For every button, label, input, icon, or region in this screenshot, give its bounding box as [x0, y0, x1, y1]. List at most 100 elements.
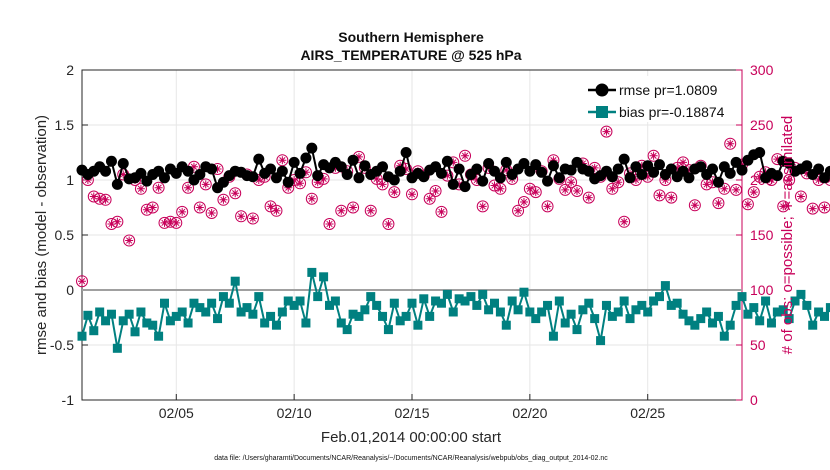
obs-assimilated-point — [584, 193, 593, 202]
rmse-point — [518, 158, 530, 169]
bias-point — [154, 331, 164, 341]
obs-assimilated-point — [661, 176, 670, 184]
bias-point — [378, 311, 388, 321]
y-tick-label: 2 — [66, 62, 74, 78]
obs-possible-point — [347, 201, 360, 214]
obs-assimilated-point — [514, 206, 523, 215]
bias-point — [319, 272, 329, 282]
bias-point — [519, 287, 529, 297]
bias-point — [690, 320, 700, 330]
bias-point — [224, 298, 234, 308]
rmse-point — [288, 156, 300, 168]
obs-assimilated-point — [749, 188, 758, 197]
obs-possible-point — [741, 198, 754, 211]
rmse-point — [754, 147, 766, 158]
obs-assimilated-point — [461, 151, 470, 160]
plot-marks — [76, 125, 830, 353]
obs-possible-point — [647, 149, 660, 162]
obs-assimilated-point — [107, 220, 116, 228]
bias-point — [607, 311, 617, 321]
bias-point — [195, 303, 205, 313]
rmse-point — [294, 167, 306, 179]
bias-point — [177, 307, 187, 317]
bias-point — [531, 314, 541, 324]
obs-assimilated-point — [172, 218, 181, 227]
obs-assimilated-point — [349, 203, 358, 212]
obs-possible-point — [730, 183, 743, 196]
x-tick-label: 02/05 — [159, 405, 194, 421]
rmse-point — [536, 166, 548, 178]
obs-assimilated-point — [449, 158, 458, 167]
obs-possible-point — [376, 178, 389, 191]
rmse-point — [447, 178, 459, 190]
bias-point — [425, 311, 435, 321]
rmse-point — [312, 170, 324, 182]
obs-assimilated-point — [301, 168, 310, 177]
bias-point — [395, 316, 405, 326]
obs-assimilated-point — [331, 163, 340, 172]
obs-assimilated-point — [567, 178, 576, 187]
bias-point — [613, 307, 623, 317]
obs-assimilated-point — [125, 236, 134, 245]
obs-possible-point — [382, 218, 395, 230]
bias-point — [495, 307, 505, 317]
bias-point — [218, 292, 228, 302]
obs-assimilated-point — [319, 174, 328, 183]
bias-point — [784, 314, 794, 324]
obs-assimilated-point — [366, 206, 375, 215]
rmse-point — [783, 158, 795, 169]
bias-point — [325, 300, 334, 310]
obs-assimilated-point — [248, 214, 257, 223]
bias-point — [160, 298, 169, 308]
obs-possible-point — [517, 196, 530, 208]
bias-point — [372, 300, 382, 310]
rmse-point — [630, 161, 642, 173]
obs-assimilated-point — [154, 183, 163, 192]
obs-assimilated-point — [679, 158, 688, 167]
obs-possible-point — [459, 149, 472, 162]
bias-point — [696, 314, 706, 324]
obs-possible-point — [205, 207, 218, 219]
obs-possible-point — [777, 200, 790, 213]
obs-possible-point — [571, 185, 583, 197]
obs-assimilated-point — [207, 209, 216, 217]
rmse-point — [341, 169, 353, 180]
bias-point — [360, 305, 370, 315]
rmse-point — [359, 160, 371, 172]
obs-possible-point — [747, 186, 760, 199]
legend-bias-marker — [596, 106, 608, 118]
y-axis-label: rmse and bias (model - observation) — [33, 115, 50, 355]
y-tick-label: 0.5 — [55, 227, 75, 243]
obs-assimilated-point — [820, 203, 829, 212]
rmse-point — [435, 167, 447, 179]
obs-assimilated-point — [519, 198, 528, 206]
obs-assimilated-point — [478, 202, 487, 211]
rmse-point — [618, 153, 630, 165]
rmse-point — [471, 163, 483, 175]
obs-assimilated-point — [649, 151, 658, 160]
bias-point — [266, 311, 276, 321]
bias-point — [778, 305, 788, 315]
obs-assimilated-point — [431, 187, 440, 195]
bias-point — [354, 311, 364, 321]
y2-tick-label: 0 — [750, 392, 758, 408]
legend-rmse-label: rmse pr=1.0809 — [619, 82, 718, 98]
x-tick-label: 02/25 — [630, 405, 665, 421]
rmse-point — [483, 158, 495, 169]
obs-assimilated-point — [620, 217, 629, 226]
obs-possible-point — [176, 205, 189, 218]
rmse-point — [624, 172, 636, 184]
obs-assimilated-point — [637, 161, 646, 170]
bias-point — [554, 296, 564, 306]
obs-possible-point — [406, 188, 418, 201]
rmse-point — [707, 163, 719, 175]
obs-possible-point — [565, 176, 578, 189]
rmse-point — [100, 165, 112, 177]
obs-possible-point — [559, 183, 572, 196]
bias-point — [248, 309, 258, 319]
bias-point — [820, 311, 829, 321]
bias-point — [643, 307, 653, 317]
rmse-point — [377, 161, 389, 173]
bias-point — [77, 331, 87, 341]
bias-point — [590, 314, 600, 324]
